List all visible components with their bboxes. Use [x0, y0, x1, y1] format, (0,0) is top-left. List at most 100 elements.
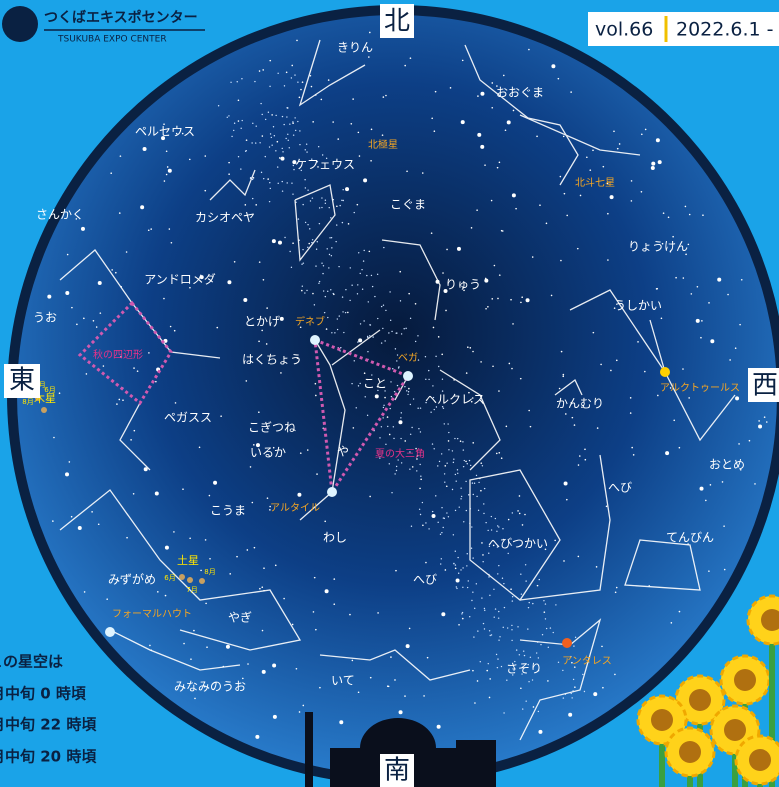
milky-way-star	[299, 144, 300, 145]
milky-way-star	[470, 465, 471, 466]
milky-way-star	[254, 81, 255, 82]
star	[53, 437, 55, 439]
star	[78, 526, 82, 530]
star	[69, 461, 71, 463]
star	[415, 303, 417, 305]
star	[578, 556, 580, 558]
star	[262, 630, 264, 632]
star	[477, 680, 479, 682]
star	[700, 487, 704, 491]
star	[409, 628, 411, 630]
star	[387, 416, 389, 418]
star	[422, 524, 424, 526]
star	[387, 685, 389, 687]
milky-way-star	[321, 207, 322, 208]
star	[280, 372, 282, 374]
milky-way-star	[303, 262, 304, 263]
milky-way-star	[529, 602, 530, 603]
star	[314, 577, 316, 579]
star	[477, 133, 481, 137]
milky-way-star	[474, 483, 475, 484]
milky-way-star	[269, 86, 270, 87]
milky-way-star	[396, 332, 397, 333]
star	[420, 478, 422, 480]
milky-way-star	[240, 128, 241, 129]
constellation-label: こと	[363, 377, 387, 391]
star	[134, 430, 136, 432]
milky-way-star	[307, 247, 308, 248]
star	[182, 488, 184, 490]
milky-way-star	[550, 627, 551, 628]
milky-way-star	[306, 290, 307, 291]
constellation-label: や	[337, 445, 349, 459]
star	[683, 277, 685, 279]
star	[126, 251, 128, 253]
star	[404, 440, 406, 442]
milky-way-star	[295, 130, 296, 131]
star	[445, 569, 447, 571]
star	[273, 715, 277, 719]
milky-way-star	[463, 466, 464, 467]
milky-way-star	[582, 674, 583, 675]
milky-way-star	[457, 473, 458, 474]
bright-star	[660, 367, 670, 377]
milky-way-star	[389, 291, 390, 292]
star	[166, 174, 168, 176]
star	[410, 57, 412, 59]
milky-way-star	[342, 189, 343, 190]
milky-way-star	[366, 275, 367, 276]
star	[345, 187, 349, 191]
milky-way-star	[508, 553, 509, 554]
milky-way-star	[417, 335, 418, 336]
milky-way-star	[278, 183, 279, 184]
milky-way-star	[263, 178, 264, 179]
milky-way-star	[261, 172, 262, 173]
star-label: フォーマルハウト	[112, 608, 192, 620]
star	[530, 426, 532, 428]
milky-way-star	[472, 482, 473, 483]
constellation-label: カシオペヤ	[195, 211, 255, 225]
milky-way-star	[240, 168, 241, 169]
milky-way-star	[413, 398, 414, 399]
star	[502, 230, 504, 232]
star	[656, 138, 660, 142]
milky-way-star	[447, 423, 448, 424]
star	[663, 212, 665, 214]
star	[238, 100, 240, 102]
star	[315, 395, 317, 397]
star	[81, 227, 85, 231]
star	[749, 440, 751, 442]
milky-way-star	[271, 144, 272, 145]
milky-way-star	[457, 557, 458, 558]
star	[486, 670, 488, 672]
milky-way-star	[498, 617, 499, 618]
milky-way-star	[372, 286, 373, 287]
milky-way-star	[363, 320, 364, 321]
milky-way-star	[562, 670, 563, 671]
logo-subtitle: TSUKUBA EXPO CENTER	[57, 35, 167, 45]
star	[673, 420, 675, 422]
milky-way-star	[350, 267, 351, 268]
milky-way-star	[321, 197, 322, 198]
star	[170, 326, 172, 328]
star	[492, 365, 494, 367]
milky-way-star	[468, 580, 469, 581]
east: 東	[9, 366, 35, 396]
star	[255, 204, 257, 206]
star	[262, 69, 264, 71]
milky-way-star	[277, 166, 278, 167]
milky-way-star	[282, 190, 283, 191]
star	[610, 195, 614, 199]
milky-way-star	[503, 712, 504, 713]
star	[399, 271, 401, 273]
star	[263, 567, 265, 569]
milky-way-star	[456, 586, 457, 587]
star	[517, 510, 519, 512]
milky-way-star	[315, 265, 316, 266]
bright-star	[310, 335, 320, 345]
milky-way-star	[400, 438, 401, 439]
milky-way-star	[377, 318, 378, 319]
star	[651, 162, 655, 166]
milky-way-star	[532, 679, 533, 680]
star	[228, 162, 230, 164]
